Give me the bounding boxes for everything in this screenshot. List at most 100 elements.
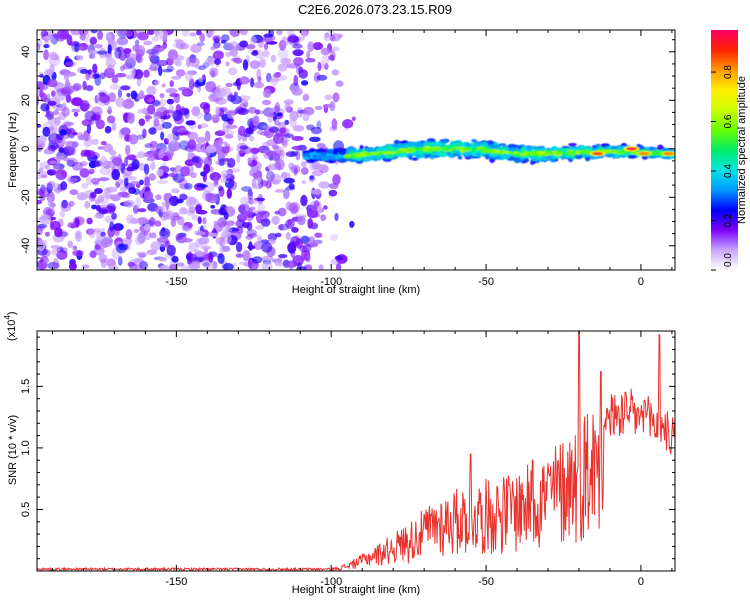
noise-speckle bbox=[129, 180, 140, 185]
noise-speckle bbox=[253, 81, 265, 89]
noise-speckle bbox=[310, 126, 322, 135]
noise-speckle bbox=[111, 168, 120, 181]
noise-speckle bbox=[176, 216, 185, 226]
noise-speckle bbox=[187, 151, 193, 157]
noise-speckle bbox=[81, 119, 92, 127]
noise-speckle bbox=[100, 258, 107, 269]
noise-speckle bbox=[49, 160, 57, 165]
noise-speckle bbox=[37, 42, 41, 52]
noise-speckle bbox=[148, 173, 156, 181]
noise-speckle bbox=[202, 62, 210, 68]
noise-speckle bbox=[46, 181, 56, 190]
noise-speckle bbox=[49, 202, 56, 208]
signal-core-speckle bbox=[422, 148, 429, 152]
noise-speckle bbox=[38, 187, 50, 198]
noise-speckle bbox=[300, 167, 309, 175]
noise-speckles bbox=[37, 30, 356, 270]
signal-speckle bbox=[454, 153, 460, 157]
noise-speckle bbox=[309, 175, 314, 181]
noise-speckle bbox=[124, 144, 131, 156]
signal-speckle bbox=[457, 155, 463, 160]
signal-speckle bbox=[440, 139, 449, 144]
noise-speckle bbox=[127, 261, 136, 267]
noise-speckle bbox=[314, 232, 323, 238]
noise-speckle bbox=[73, 112, 79, 117]
noise-speckle bbox=[291, 145, 303, 151]
signal-speckle bbox=[486, 140, 495, 146]
noise-speckle bbox=[40, 92, 48, 103]
spectrogram-frame bbox=[36, 29, 676, 271]
noise-speckle bbox=[301, 30, 307, 38]
noise-speckle bbox=[222, 263, 234, 270]
noise-speckle bbox=[156, 59, 169, 67]
colorbar-tick-label: 0.6 bbox=[723, 114, 734, 128]
noise-speckle bbox=[161, 83, 166, 88]
noise-speckle bbox=[187, 85, 194, 96]
noise-speckle bbox=[258, 56, 266, 68]
noise-speckle bbox=[109, 149, 117, 156]
snr-exponent-label: (x104) bbox=[3, 311, 18, 341]
noise-speckle bbox=[302, 113, 310, 122]
noise-speckle bbox=[296, 107, 304, 118]
noise-speckle bbox=[137, 31, 149, 41]
noise-speckle bbox=[71, 108, 81, 113]
signal-core-speckle bbox=[651, 151, 659, 155]
noise-speckle bbox=[301, 180, 307, 185]
noise-speckle bbox=[239, 76, 250, 85]
signal-speckle bbox=[315, 153, 323, 160]
noise-speckle bbox=[247, 189, 253, 197]
noise-speckle bbox=[79, 168, 90, 178]
noise-speckle bbox=[43, 43, 50, 49]
snr-ytick-label: 1.5 bbox=[20, 379, 32, 394]
noise-speckle bbox=[321, 54, 330, 65]
signal-band bbox=[301, 138, 675, 165]
signal-core-speckle bbox=[428, 148, 434, 152]
noise-speckle bbox=[317, 205, 322, 214]
noise-speckle bbox=[162, 68, 173, 73]
spectrogram-xlabel: Height of straight line (km) bbox=[292, 284, 420, 296]
noise-speckle bbox=[250, 147, 260, 154]
noise-speckle bbox=[165, 199, 170, 211]
noise-speckle bbox=[257, 76, 262, 83]
signal-speckle bbox=[551, 146, 558, 152]
noise-speckle bbox=[181, 238, 194, 242]
noise-speckle bbox=[213, 113, 221, 123]
noise-speckle bbox=[248, 106, 257, 114]
signal-speckle bbox=[306, 158, 316, 164]
noise-speckle bbox=[329, 126, 338, 132]
noise-speckle bbox=[159, 228, 171, 239]
noise-speckle bbox=[150, 161, 156, 171]
noise-speckle bbox=[329, 101, 336, 112]
noise-speckle bbox=[106, 109, 113, 114]
noise-speckle bbox=[67, 221, 80, 229]
noise-speckle bbox=[223, 233, 232, 244]
noise-speckle bbox=[106, 64, 115, 74]
noise-speckle bbox=[56, 30, 68, 40]
noise-speckle bbox=[56, 250, 68, 260]
noise-speckle bbox=[75, 55, 84, 61]
noise-speckle bbox=[297, 215, 306, 226]
noise-speckle bbox=[238, 261, 248, 266]
noise-speckle bbox=[79, 161, 88, 167]
noise-speckle bbox=[111, 75, 119, 84]
signal-core-speckle bbox=[380, 150, 388, 153]
noise-speckle bbox=[133, 257, 144, 264]
noise-speckle bbox=[37, 144, 42, 152]
noise-speckle bbox=[247, 157, 253, 164]
noise-speckle bbox=[114, 30, 121, 34]
noise-speckle bbox=[202, 261, 210, 267]
noise-speckle bbox=[335, 263, 342, 270]
noise-speckle bbox=[159, 30, 169, 41]
noise-speckle bbox=[202, 171, 207, 183]
noise-speckle bbox=[324, 62, 329, 70]
noise-speckle bbox=[235, 221, 241, 227]
noise-speckle bbox=[161, 201, 171, 207]
noise-speckle bbox=[47, 261, 60, 270]
noise-speckle bbox=[88, 168, 95, 175]
noise-speckle bbox=[295, 149, 301, 161]
noise-speckle bbox=[136, 251, 148, 256]
signal-core-speckle bbox=[425, 145, 430, 150]
noise-speckle bbox=[63, 71, 70, 81]
noise-speckle bbox=[274, 101, 281, 113]
noise-speckle bbox=[155, 194, 162, 201]
